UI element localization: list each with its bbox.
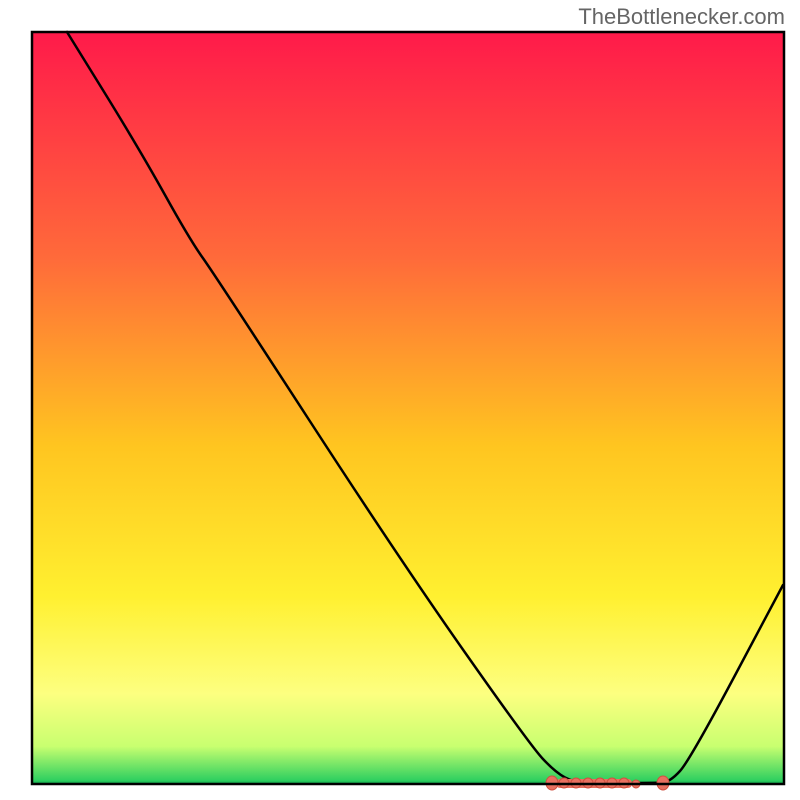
- chart-container: TheBottlenecker.com: [0, 0, 800, 800]
- gradient-background: [32, 32, 784, 784]
- watermark-label: TheBottlenecker.com: [578, 4, 785, 30]
- bottleneck-chart: [0, 0, 800, 800]
